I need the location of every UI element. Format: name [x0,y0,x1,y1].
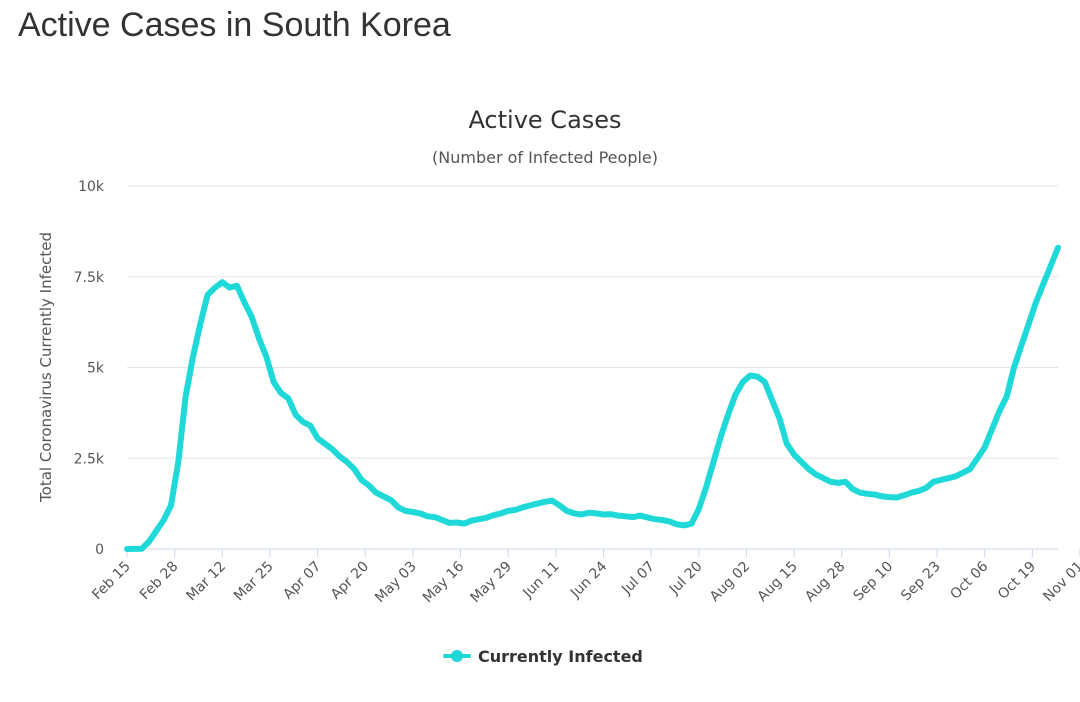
chart-subtitle: (Number of Infected People) [432,148,658,167]
series-line-currently-infected [124,244,1061,552]
x-tick-label: Nov 01 [1040,559,1080,605]
legend-label: Currently Infected [478,647,643,666]
y-tick-label: 5k [87,361,105,377]
page-title: Active Cases in South Korea [18,6,451,44]
x-tick-label: Jun 11 [519,559,562,602]
x-tick-label: Jul 07 [618,559,658,599]
y-tick-label: 2.5k [74,451,105,467]
x-tick-label: Apr 20 [328,559,372,603]
series-layer [124,244,1061,552]
y-axis-ticks: 0 2.5k 5k 7.5k 10k [74,179,105,558]
y-tick-label: 7.5k [74,270,105,286]
grid-lines [127,185,1058,550]
legend-swatch-marker [451,650,463,662]
y-axis-title: Total Coronavirus Currently Infected [37,232,55,503]
x-tick-label: Sep 23 [898,559,944,605]
x-tick-label: May 16 [420,558,468,606]
x-tick-label: Oct 06 [947,558,991,602]
y-tick-label: 10k [78,179,105,195]
x-tick-label: Sep 10 [851,559,897,605]
x-tick-label: Aug 02 [707,559,753,605]
chart-title: Active Cases [468,106,621,134]
x-tick-label: Feb 15 [89,559,134,604]
x-tick-label: Aug 28 [802,559,848,605]
legend[interactable]: Currently Infected [443,647,643,666]
x-axis-ticks: Feb 15 Feb 28 Mar 12 Mar 25 Apr 07 Apr 20 May … [89,549,1080,606]
x-tick-label: Aug 15 [755,559,801,605]
x-tick-label: May 03 [372,559,420,607]
x-tick-label: Oct 19 [995,559,1039,603]
x-tick-label: Jun 24 [567,558,610,601]
x-tick-label: Jul 20 [666,559,706,599]
y-tick-label: 0 [95,542,104,558]
x-tick-label: Feb 28 [137,559,182,604]
x-tick-label: Mar 25 [231,559,277,605]
x-tick-label: May 29 [467,559,515,607]
x-tick-label: Mar 12 [183,559,229,605]
x-tick-label: Apr 07 [280,559,324,603]
